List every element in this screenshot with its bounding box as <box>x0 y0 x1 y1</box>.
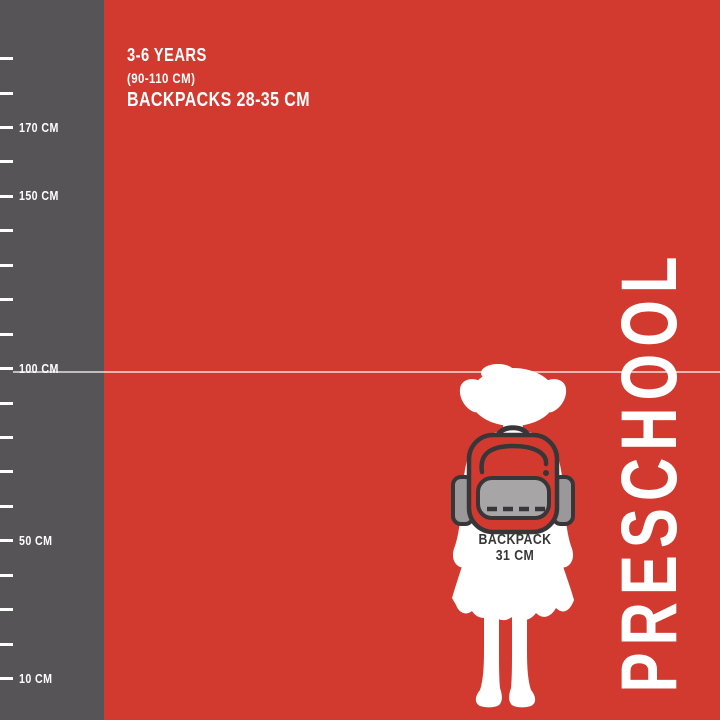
ruler-tick <box>0 435 13 439</box>
ruler-tick <box>0 401 13 405</box>
ruler-tick <box>0 229 13 233</box>
backpack-caption-line2: 31 CM <box>495 548 535 564</box>
backpack-front-pocket <box>476 476 551 520</box>
backpack-zipper-dot <box>543 470 549 476</box>
height-guide-line-100cm <box>13 371 720 373</box>
ruler-tick-label: 50 CM <box>19 532 53 548</box>
girl-leg-right <box>509 596 536 708</box>
girl-leg-left <box>475 596 502 708</box>
ruler-tick-label: 170 CM <box>19 119 59 135</box>
girl-pigtail-left <box>459 379 485 413</box>
ruler-tick <box>0 263 13 267</box>
category-title: PRESCHOOL <box>604 249 694 693</box>
ruler-tick <box>0 539 13 543</box>
ruler-tick <box>0 573 13 577</box>
ruler-tick <box>0 57 13 61</box>
ruler-tick <box>0 677 13 681</box>
backpack-illustration <box>451 425 575 535</box>
ruler-tick <box>0 608 13 612</box>
girl-hair-bump <box>481 364 515 382</box>
ruler-tick <box>0 298 13 302</box>
ruler-tick <box>0 332 13 336</box>
ruler-tick <box>0 642 13 646</box>
backpack-size-range-label: BACKPACKS 28-35 CM <box>127 89 310 111</box>
girl-head <box>470 368 556 426</box>
ruler-tick <box>0 126 13 130</box>
height-range-label: (90-110 CM) <box>127 70 196 86</box>
backpack-design-arc <box>479 443 549 475</box>
backpack-caption-line1: BACKPACK <box>478 532 552 548</box>
ruler-tick-label: 150 CM <box>19 188 59 204</box>
age-range-label: 3-6 YEARS <box>127 45 207 65</box>
ruler-tick <box>0 367 13 371</box>
backpack-size-caption: BACKPACK 31 CM <box>478 533 551 564</box>
girl-dress <box>452 516 574 621</box>
ruler-tick <box>0 194 13 198</box>
ruler-tick <box>0 91 13 95</box>
ruler-tick <box>0 504 13 508</box>
size-info-header: 3-6 YEARS (90-110 CM) BACKPACKS 28-35 CM <box>127 45 356 112</box>
ruler-tick <box>0 470 13 474</box>
girl-pigtail-right <box>541 379 567 413</box>
ruler-tick <box>0 160 13 164</box>
ruler-tick-label: 10 CM <box>19 670 53 686</box>
